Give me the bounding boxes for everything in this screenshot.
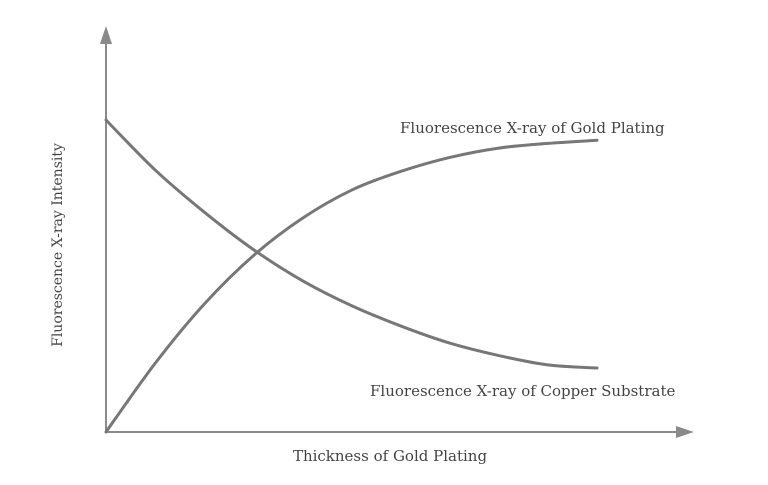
y-axis-arrow-icon [100,26,112,44]
series-line-copper-substrate [104,118,599,370]
x-axis-arrow-icon [676,426,694,438]
series-label-copper: Fluorescence X-ray of Copper Substrate [370,382,675,400]
axes [100,26,694,438]
series-label-gold: Fluorescence X-ray of Gold Plating [400,119,665,137]
y-axis-label: Fluorescence X-ray Intensity [50,143,66,347]
x-axis-label: Thickness of Gold Plating [293,447,488,465]
series-layer [104,118,599,434]
series-line-gold-plating [104,138,599,434]
